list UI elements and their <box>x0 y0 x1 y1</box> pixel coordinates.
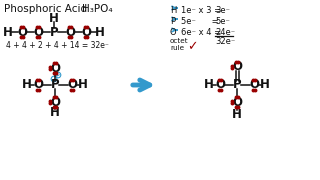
Text: P: P <box>50 26 58 39</box>
Text: O: O <box>33 78 43 91</box>
Text: O: O <box>215 78 225 91</box>
Text: 1e⁻ x 3 =: 1e⁻ x 3 = <box>181 6 221 15</box>
Text: O: O <box>17 26 27 39</box>
Text: H: H <box>260 78 270 91</box>
Text: O: O <box>65 26 75 39</box>
Text: H: H <box>170 6 176 15</box>
Text: 5e⁻: 5e⁻ <box>215 17 230 26</box>
Text: H: H <box>50 107 60 120</box>
Text: H₃PO₄: H₃PO₄ <box>82 4 113 14</box>
Text: O: O <box>249 78 259 91</box>
Text: H: H <box>95 26 105 39</box>
Text: 5e⁻      =: 5e⁻ = <box>181 17 219 26</box>
Text: O: O <box>81 26 91 39</box>
Text: O: O <box>50 62 60 75</box>
Text: P: P <box>51 78 59 91</box>
Text: 3e⁻: 3e⁻ <box>215 6 230 15</box>
Text: H: H <box>78 78 88 91</box>
Text: Phosphoric Acid: Phosphoric Acid <box>4 4 87 14</box>
Text: H: H <box>49 12 59 24</box>
Text: O: O <box>33 26 43 39</box>
Text: P: P <box>170 17 175 26</box>
Text: octet
rule: octet rule <box>170 38 188 51</box>
Text: O: O <box>232 60 242 73</box>
Text: O: O <box>232 96 242 109</box>
Text: O: O <box>170 28 177 37</box>
Text: 32e⁻: 32e⁻ <box>215 37 235 46</box>
Text: 6e⁻ x 4 =: 6e⁻ x 4 = <box>181 28 221 37</box>
Text: H: H <box>3 26 13 39</box>
Text: P: P <box>233 78 241 91</box>
Text: H: H <box>204 78 214 91</box>
Text: ✓: ✓ <box>187 40 197 53</box>
Text: 24e⁻: 24e⁻ <box>215 28 235 37</box>
Text: H: H <box>22 78 32 91</box>
Text: O: O <box>67 78 77 91</box>
Text: O: O <box>50 96 60 109</box>
Text: H: H <box>232 107 242 120</box>
Text: 4 + 4 + 2 + 4 + 14 = 32e⁻: 4 + 4 + 2 + 4 + 14 = 32e⁻ <box>6 40 109 50</box>
